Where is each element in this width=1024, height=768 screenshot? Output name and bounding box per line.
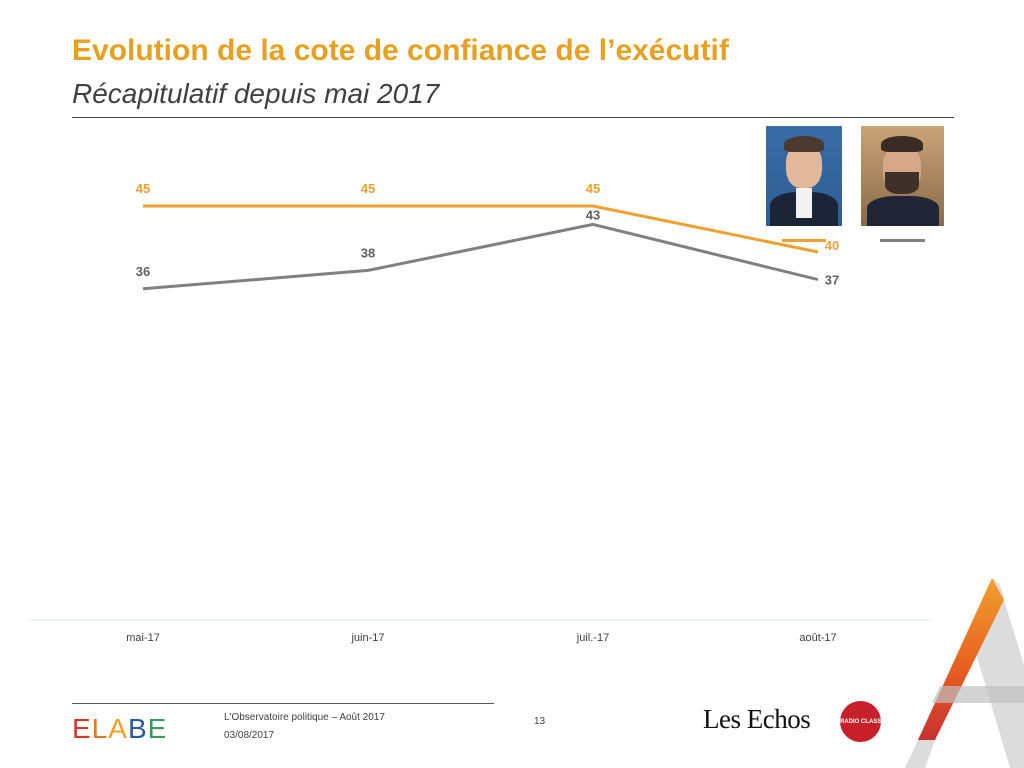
data-label-series-1: 40 (825, 238, 839, 253)
data-label-series-2: 43 (586, 207, 600, 222)
portrait-hair (881, 136, 923, 152)
portrait-shirt (796, 188, 812, 218)
title-divider (72, 117, 954, 118)
legend-portrait-2 (861, 126, 944, 226)
footer-report: L'Observatoire politique – Août 2017 (224, 712, 385, 723)
series-line-1 (143, 204, 819, 254)
page-title: Evolution de la cote de confiance de l’e… (72, 34, 729, 67)
page-subtitle: Récapitulatif depuis mai 2017 (72, 78, 440, 109)
data-label-series-1: 45 (361, 181, 375, 196)
legend-swatch-gray (880, 239, 925, 242)
portrait-beard (885, 172, 919, 194)
page-number: 13 (534, 716, 546, 727)
les-echos-logo: Les Echos (703, 704, 811, 734)
data-label-series-2: 38 (361, 245, 375, 260)
portrait-hair (784, 136, 824, 152)
elabe-logo: ELABE (72, 713, 168, 744)
footer-date: 03/08/2017 (224, 730, 275, 741)
radio-classique-logo: RADIO CLASSIQUE (840, 701, 881, 742)
legend-swatch-orange (782, 239, 826, 242)
portrait-suit (867, 196, 939, 226)
data-label-series-1: 45 (586, 181, 600, 196)
x-tick-label: août-17 (799, 632, 836, 644)
data-label-series-2: 37 (825, 273, 839, 288)
data-label-series-1: 45 (136, 181, 150, 196)
series-line-2 (142, 222, 819, 291)
x-tick-label: juin-17 (350, 632, 384, 644)
x-tick-label: juil.-17 (576, 632, 609, 644)
x-tick-label: mai-17 (126, 632, 160, 644)
footer-divider (72, 703, 494, 704)
data-label-series-2: 36 (136, 264, 150, 279)
legend-portrait-1 (766, 126, 842, 226)
